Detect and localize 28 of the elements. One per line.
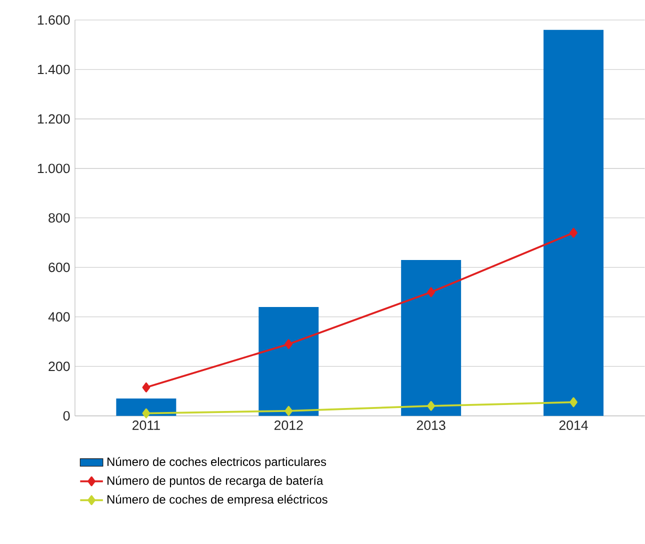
point [142,408,150,418]
bar [544,30,604,416]
x-tick-label: 2013 [416,420,446,430]
bar [401,260,462,416]
legend-label: Número de coches de empresa eléctricos [108,494,328,506]
x-tick-label: 2012 [274,420,303,430]
x-tick-label: 2011 [132,420,160,430]
y-tick-label: 800 [48,213,70,223]
point [570,228,578,238]
bar [258,307,319,416]
legend-label: Número de puntos de recarga de batería [108,476,324,488]
x-tick-label: 2014 [559,420,588,430]
legend-label: Número de coches electricos particulares [108,457,326,468]
y-tick-label: 1.000 [38,164,70,174]
y-tick-label: 400 [48,312,70,322]
bar [116,398,176,416]
point [284,406,293,416]
y-tick-label: 1.600 [38,15,70,25]
y-tick-label: 600 [48,262,70,272]
point [570,397,578,408]
point [427,287,436,298]
y-tick-label: 200 [48,362,70,372]
point [427,401,436,411]
y-tick-label: 1.400 [38,64,70,74]
point [284,339,293,350]
y-tick-label: 0 [63,411,70,421]
y-tick-label: 1.200 [38,114,70,124]
point [142,382,150,392]
